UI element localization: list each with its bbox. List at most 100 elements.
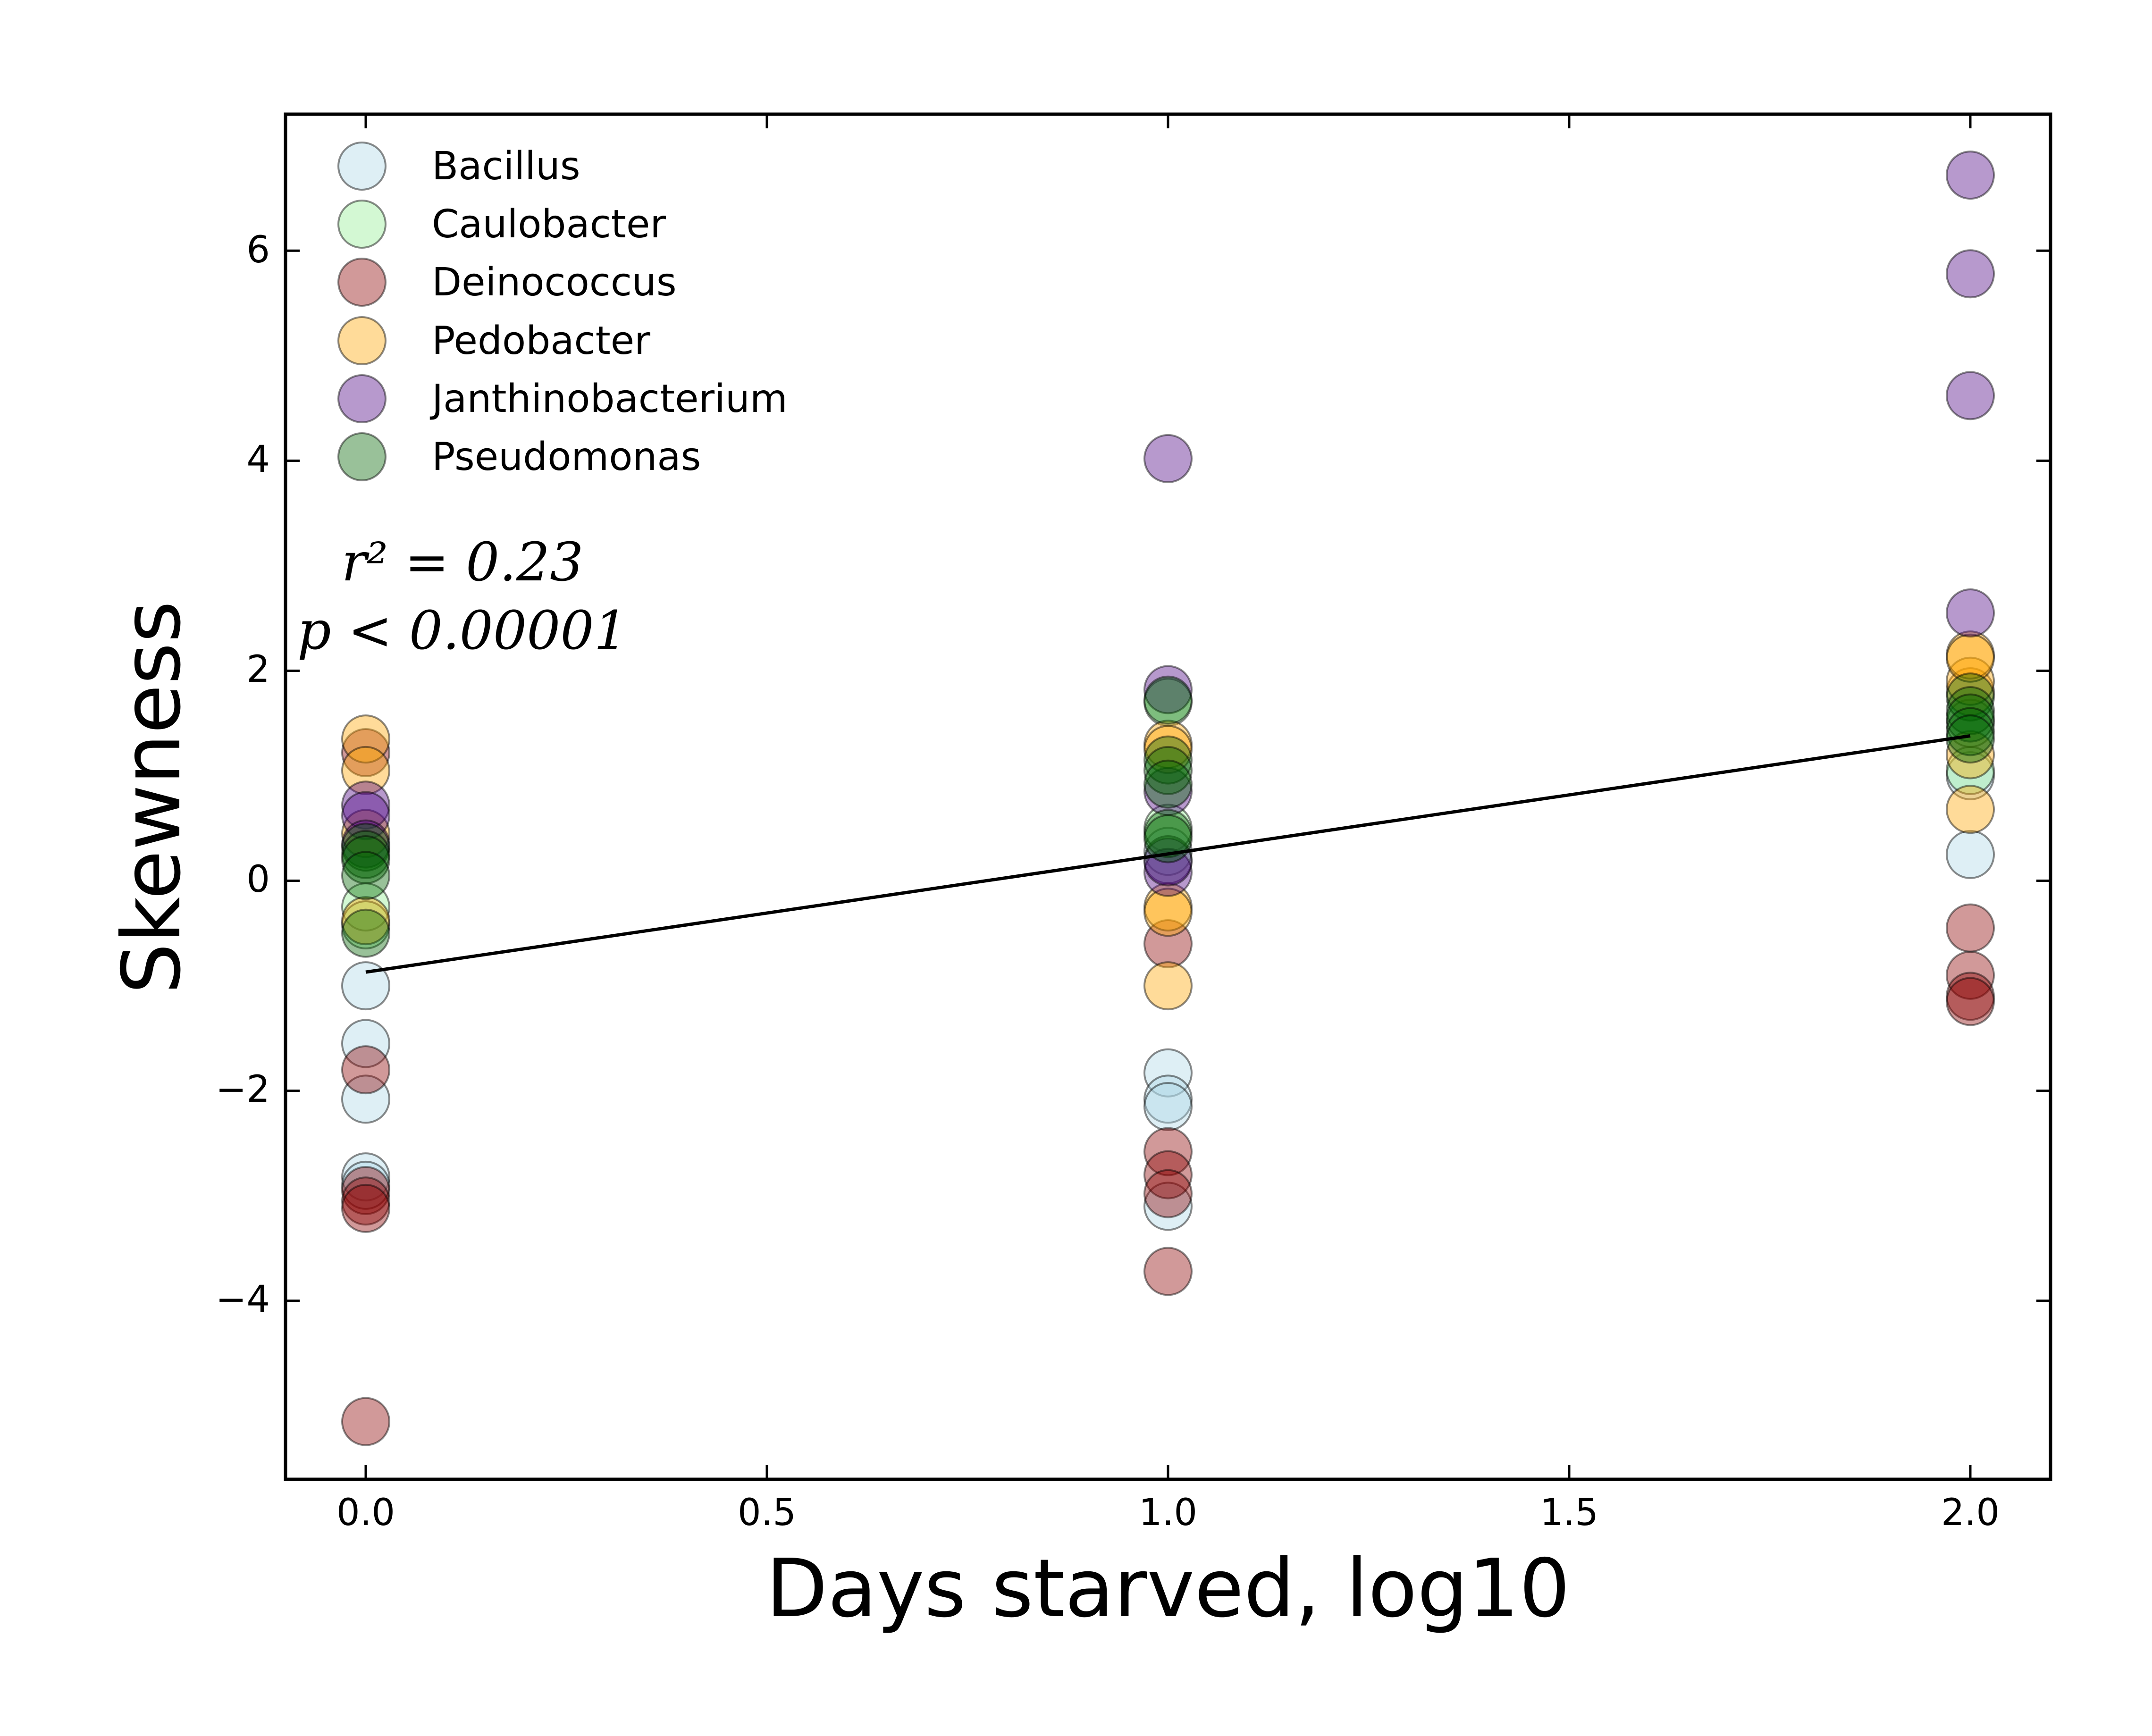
- legend-label-janthinobacterium: Janthinobacterium: [429, 377, 788, 421]
- legend-marker-janthinobacterium: [337, 374, 387, 423]
- y-axis-title: Skewness: [105, 601, 199, 994]
- point-pseudomonas-5: [1143, 675, 1193, 725]
- point-pseudomonas-11: [1946, 672, 1995, 722]
- point-bacillus-10: [1946, 830, 1995, 879]
- legend-label-pseudomonas: Pseudomonas: [432, 435, 701, 479]
- legend: Bacillus Caulobacter Deinococcus Pedobac…: [337, 142, 788, 481]
- point-janthinobacterium-2: [341, 819, 390, 869]
- point-pedobacter-13: [1946, 633, 1995, 683]
- point-caulobacter-2: [1143, 804, 1193, 853]
- point-pseudomonas-12: [1946, 686, 1995, 736]
- point-caulobacter-1: [341, 900, 390, 949]
- legend-marker-bacillus: [337, 142, 387, 191]
- point-pseudomonas-4: [341, 908, 390, 958]
- legend-label-deinococcus: Deinococcus: [432, 260, 677, 305]
- point-janthinobacterium-5: [1143, 847, 1193, 897]
- p-value-annotation: p < 0.00001: [297, 600, 628, 662]
- legend-label-bacillus: Bacillus: [432, 144, 580, 189]
- point-deinococcus-14: [1946, 977, 1995, 1026]
- y-tick-label-0: 0: [246, 858, 270, 901]
- x-tick-label-3: 1.5: [1540, 1492, 1598, 1534]
- point-pedobacter-11: [1946, 656, 1995, 706]
- point-janthinobacterium-0: [341, 780, 390, 830]
- point-pseudomonas-9: [1143, 809, 1193, 858]
- data-points: [341, 151, 1995, 1446]
- point-pedobacter-0: [341, 714, 390, 764]
- legend-marker-deinococcus: [337, 258, 387, 307]
- point-janthinobacterium-8: [1946, 151, 1995, 200]
- y-tick-label-6: 6: [246, 229, 270, 271]
- plot-area: [286, 114, 2051, 1479]
- point-deinococcus-6: [1143, 919, 1193, 969]
- point-pedobacter-8: [1143, 725, 1193, 774]
- x-tick-label-0: 0.0: [336, 1492, 395, 1534]
- point-deinococcus-3: [341, 1183, 390, 1233]
- point-bacillus-6: [1143, 1074, 1193, 1124]
- point-janthinobacterium-1: [341, 791, 390, 840]
- point-janthinobacterium-4: [1143, 665, 1193, 714]
- point-deinococcus-9: [1143, 1169, 1193, 1218]
- legend-label-pedobacter: Pedobacter: [432, 319, 650, 363]
- point-deinococcus-7: [1143, 1127, 1193, 1176]
- point-pedobacter-4: [1143, 882, 1193, 932]
- r-squared-annotation: r² = 0.23: [342, 532, 584, 593]
- point-deinococcus-8: [1143, 1150, 1193, 1199]
- x-tick-label-1: 0.5: [738, 1492, 796, 1534]
- point-pseudomonas-1: [341, 830, 390, 879]
- point-bacillus-3: [341, 1152, 390, 1202]
- point-bacillus-1: [341, 1019, 390, 1068]
- point-pseudomonas-14: [1946, 707, 1995, 756]
- y-tick-label-2: 2: [246, 648, 270, 691]
- point-deinococcus-10: [1143, 1247, 1193, 1296]
- point-bacillus-11: [1946, 751, 1995, 800]
- point-caulobacter-5: [1946, 746, 1995, 795]
- point-deinococcus-5: [341, 728, 390, 778]
- axis-ticks: [286, 114, 2051, 1479]
- legend-label-caulobacter: Caulobacter: [432, 202, 666, 247]
- legend-marker-caulobacter: [337, 200, 387, 249]
- y-tick-label-neg4: −4: [216, 1278, 270, 1321]
- regression-line: [365, 734, 1971, 974]
- point-pedobacter-12: [1946, 630, 1995, 680]
- point-bacillus-8: [1143, 1182, 1193, 1231]
- point-janthinobacterium-10: [1946, 371, 1995, 420]
- point-pedobacter-14: [1946, 730, 1995, 780]
- point-bacillus-2: [341, 1074, 390, 1124]
- point-deinococcus-1: [341, 1166, 390, 1216]
- point-bacillus-0: [341, 961, 390, 1011]
- point-deinococcus-13: [1946, 972, 1995, 1021]
- point-pedobacter-1: [341, 746, 390, 795]
- point-bacillus-7: [1143, 1082, 1193, 1131]
- point-janthinobacterium-3: [1143, 434, 1193, 483]
- x-tick-label-4: 2.0: [1941, 1492, 2000, 1534]
- point-deinococcus-0: [341, 1045, 390, 1095]
- point-pseudomonas-8: [1143, 759, 1193, 809]
- point-janthinobacterium-11: [1946, 588, 1995, 638]
- point-deinococcus-4: [341, 1397, 390, 1446]
- point-pedobacter-7: [1143, 720, 1193, 769]
- legend-marker-pseudomonas: [337, 432, 387, 481]
- point-pedobacter-5: [1143, 888, 1193, 937]
- point-pedobacter-2: [341, 896, 390, 946]
- point-pseudomonas-7: [1143, 746, 1193, 795]
- point-caulobacter-6: [1946, 698, 1995, 748]
- point-caulobacter-4: [1143, 835, 1193, 885]
- point-pedobacter-9: [1946, 785, 1995, 834]
- point-janthinobacterium-6: [1143, 837, 1193, 887]
- y-tick-label-neg2: −2: [216, 1068, 270, 1111]
- x-tick-label-2: 1.0: [1139, 1492, 1197, 1534]
- y-tick-label-4: 4: [246, 438, 270, 481]
- point-pseudomonas-2: [341, 835, 390, 885]
- point-pseudomonas-6: [1143, 735, 1193, 785]
- point-bacillus-4: [341, 1160, 390, 1210]
- point-pseudomonas-0: [341, 822, 390, 872]
- point-pedobacter-10: [1946, 667, 1995, 716]
- x-axis-title: Days starved, log10: [766, 1542, 1570, 1635]
- point-pseudomonas-10: [1143, 814, 1193, 864]
- point-pseudomonas-13: [1946, 693, 1995, 743]
- point-deinococcus-11: [1946, 903, 1995, 953]
- point-bacillus-5: [1143, 1048, 1193, 1098]
- point-pedobacter-6: [1143, 961, 1193, 1011]
- point-pedobacter-3: [341, 809, 390, 858]
